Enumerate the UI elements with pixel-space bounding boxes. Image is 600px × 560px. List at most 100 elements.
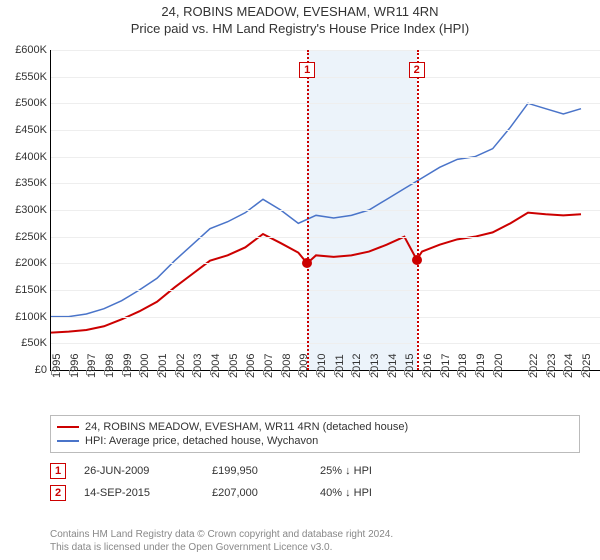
grid-line (51, 103, 600, 104)
x-tick: 2001 (157, 370, 158, 375)
x-tick-label: 1996 (69, 354, 81, 378)
y-tick-label-left: £350K (3, 177, 47, 189)
footer: Contains HM Land Registry data © Crown c… (50, 528, 580, 554)
x-tick-label: 2025 (581, 354, 593, 378)
legend-row-hpi: HPI: Average price, detached house, Wych… (57, 434, 573, 448)
chart-plot-area: £0£0£50K£50K£100K£100K£150K£150K£200K£20… (50, 50, 581, 371)
x-tick-label: 2005 (228, 354, 240, 378)
x-tick-label: 2006 (245, 354, 257, 378)
grid-line (51, 263, 600, 264)
x-tick-label: 2023 (546, 354, 558, 378)
event-price-1: £199,950 (212, 465, 302, 477)
y-tick-label-left: £300K (3, 204, 47, 216)
event-row-2: 2 14-SEP-2015 £207,000 40% ↓ HPI (50, 482, 580, 504)
footer-line-2: This data is licensed under the Open Gov… (50, 541, 580, 554)
series-line-property (51, 213, 581, 333)
x-tick-label: 2000 (139, 354, 151, 378)
event-vline-2 (417, 50, 419, 370)
x-tick-label: 2022 (528, 354, 540, 378)
event-marker-box-2: 2 (409, 62, 425, 78)
event-marker-2: 2 (50, 485, 66, 501)
grid-line (51, 290, 600, 291)
event-marker-box-1: 1 (299, 62, 315, 78)
grid-line (51, 157, 600, 158)
x-tick: 2023 (546, 370, 547, 375)
x-tick-label: 1995 (51, 354, 63, 378)
x-tick: 2022 (528, 370, 529, 375)
x-tick: 2011 (334, 370, 335, 375)
legend-row-property: 24, ROBINS MEADOW, EVESHAM, WR11 4RN (de… (57, 420, 573, 434)
x-tick: 2012 (351, 370, 352, 375)
legend-swatch-hpi (57, 440, 79, 442)
x-tick: 2003 (192, 370, 193, 375)
grid-line (51, 237, 600, 238)
x-tick-label: 2011 (334, 354, 346, 378)
event-vline-1 (307, 50, 309, 370)
y-tick-label-left: £600K (3, 44, 47, 56)
x-tick-label: 1999 (122, 354, 134, 378)
grid-line (51, 50, 600, 51)
x-tick-label: 2016 (422, 354, 434, 378)
x-tick-label: 2008 (281, 354, 293, 378)
x-tick: 2020 (493, 370, 494, 375)
titles: 24, ROBINS MEADOW, EVESHAM, WR11 4RN Pri… (0, 0, 600, 36)
y-tick-label-left: £450K (3, 124, 47, 136)
x-tick: 2005 (228, 370, 229, 375)
x-tick-label: 2015 (404, 354, 416, 378)
x-tick-label: 2007 (263, 354, 275, 378)
x-tick: 2007 (263, 370, 264, 375)
x-tick-label: 2013 (369, 354, 381, 378)
x-tick-label: 2002 (175, 354, 187, 378)
x-tick: 2014 (387, 370, 388, 375)
x-tick: 1997 (86, 370, 87, 375)
grid-line (51, 183, 600, 184)
event-row-1: 1 26-JUN-2009 £199,950 25% ↓ HPI (50, 460, 580, 482)
y-tick-label-left: £150K (3, 284, 47, 296)
x-tick: 2002 (175, 370, 176, 375)
legend: 24, ROBINS MEADOW, EVESHAM, WR11 4RN (de… (50, 415, 580, 453)
y-tick-label-left: £550K (3, 71, 47, 83)
y-tick-label-left: £200K (3, 257, 47, 269)
x-tick: 2019 (475, 370, 476, 375)
x-tick-label: 2010 (316, 354, 328, 378)
y-tick-label-left: £0 (3, 364, 47, 376)
x-tick-label: 2024 (563, 354, 575, 378)
event-dot-2 (412, 255, 422, 265)
x-tick-label: 2018 (457, 354, 469, 378)
x-tick: 1999 (122, 370, 123, 375)
event-price-2: £207,000 (212, 487, 302, 499)
title-line-2: Price paid vs. HM Land Registry's House … (0, 21, 600, 36)
x-tick: 2008 (281, 370, 282, 375)
y-tick-label-left: £50K (3, 337, 47, 349)
footer-line-1: Contains HM Land Registry data © Crown c… (50, 528, 580, 541)
y-tick-label-left: £400K (3, 151, 47, 163)
x-tick-label: 2017 (440, 354, 452, 378)
x-tick: 2025 (581, 370, 582, 375)
x-tick-label: 1998 (104, 354, 116, 378)
event-diff-2: 40% ↓ HPI (320, 487, 410, 499)
x-tick: 1995 (51, 370, 52, 375)
legend-swatch-property (57, 426, 79, 428)
grid-line (51, 130, 600, 131)
legend-label-hpi: HPI: Average price, detached house, Wych… (85, 435, 318, 447)
x-tick-label: 2020 (493, 354, 505, 378)
x-tick: 2013 (369, 370, 370, 375)
x-tick: 2000 (139, 370, 140, 375)
x-tick-label: 1997 (86, 354, 98, 378)
grid-line (51, 343, 600, 344)
x-tick: 2018 (457, 370, 458, 375)
grid-line (51, 317, 600, 318)
x-tick: 2017 (440, 370, 441, 375)
x-tick: 2015 (404, 370, 405, 375)
x-tick-label: 2001 (157, 354, 169, 378)
figure: 24, ROBINS MEADOW, EVESHAM, WR11 4RN Pri… (0, 0, 600, 560)
grid-line (51, 210, 600, 211)
grid-line (51, 77, 600, 78)
event-diff-1: 25% ↓ HPI (320, 465, 410, 477)
x-tick: 2009 (298, 370, 299, 375)
x-tick: 1998 (104, 370, 105, 375)
x-tick-label: 2019 (475, 354, 487, 378)
x-tick-label: 2003 (192, 354, 204, 378)
x-tick-label: 2004 (210, 354, 222, 378)
x-tick: 2016 (422, 370, 423, 375)
